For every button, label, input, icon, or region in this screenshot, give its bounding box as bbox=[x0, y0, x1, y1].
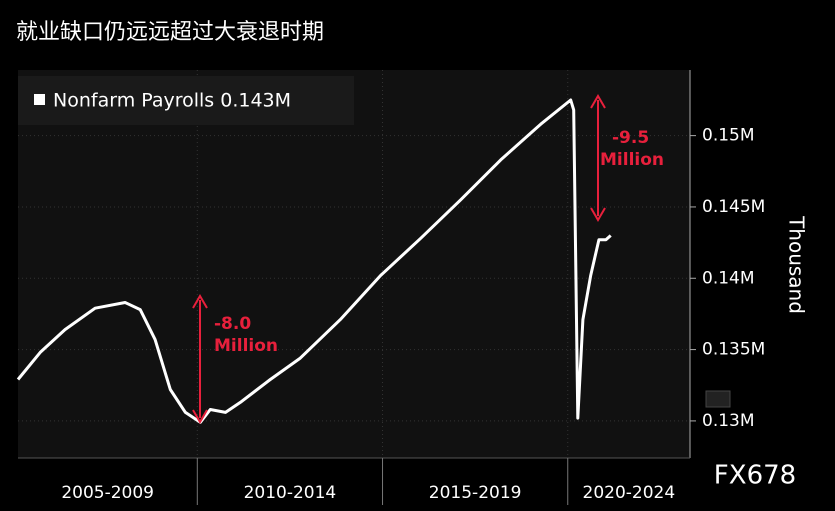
annotation-text: -9.5 bbox=[612, 128, 649, 148]
series-line bbox=[16, 98, 612, 424]
annotation-1: -8.0 Million bbox=[192, 294, 278, 424]
y-tick-label: 0.15M bbox=[702, 126, 755, 146]
annotation-text: Million bbox=[600, 150, 664, 170]
x-tick-label: 2010-2014 bbox=[244, 483, 337, 503]
x-tick-label: 2005-2009 bbox=[61, 483, 154, 503]
chart-title: 就业缺口仍远远超过大衰退时期 bbox=[16, 20, 324, 45]
watermark: FX678 bbox=[714, 461, 796, 491]
y-tick-label: 0.145M bbox=[702, 197, 765, 217]
annotation-text: Million bbox=[214, 336, 278, 356]
annotation-text: -8.0 bbox=[214, 314, 251, 334]
arrow-head bbox=[590, 94, 606, 222]
legend-swatch bbox=[34, 94, 45, 105]
x-tick-label: 2020-2024 bbox=[583, 483, 676, 503]
y-tick-label: 0.14M bbox=[702, 268, 755, 288]
x-tick-label: 2015-2019 bbox=[429, 483, 522, 503]
y-tick-label: 0.13M bbox=[702, 411, 755, 431]
annotation-2: -9.5 Million bbox=[590, 94, 664, 222]
legend-label: Nonfarm Payrolls 0.143M bbox=[53, 90, 291, 112]
chart-icon bbox=[705, 390, 731, 408]
y-tick-label: 0.135M bbox=[702, 340, 765, 360]
arrow-head bbox=[192, 294, 208, 424]
legend bbox=[18, 76, 354, 125]
y-axis-title: Thousand bbox=[785, 215, 809, 314]
plot-area bbox=[18, 70, 690, 458]
